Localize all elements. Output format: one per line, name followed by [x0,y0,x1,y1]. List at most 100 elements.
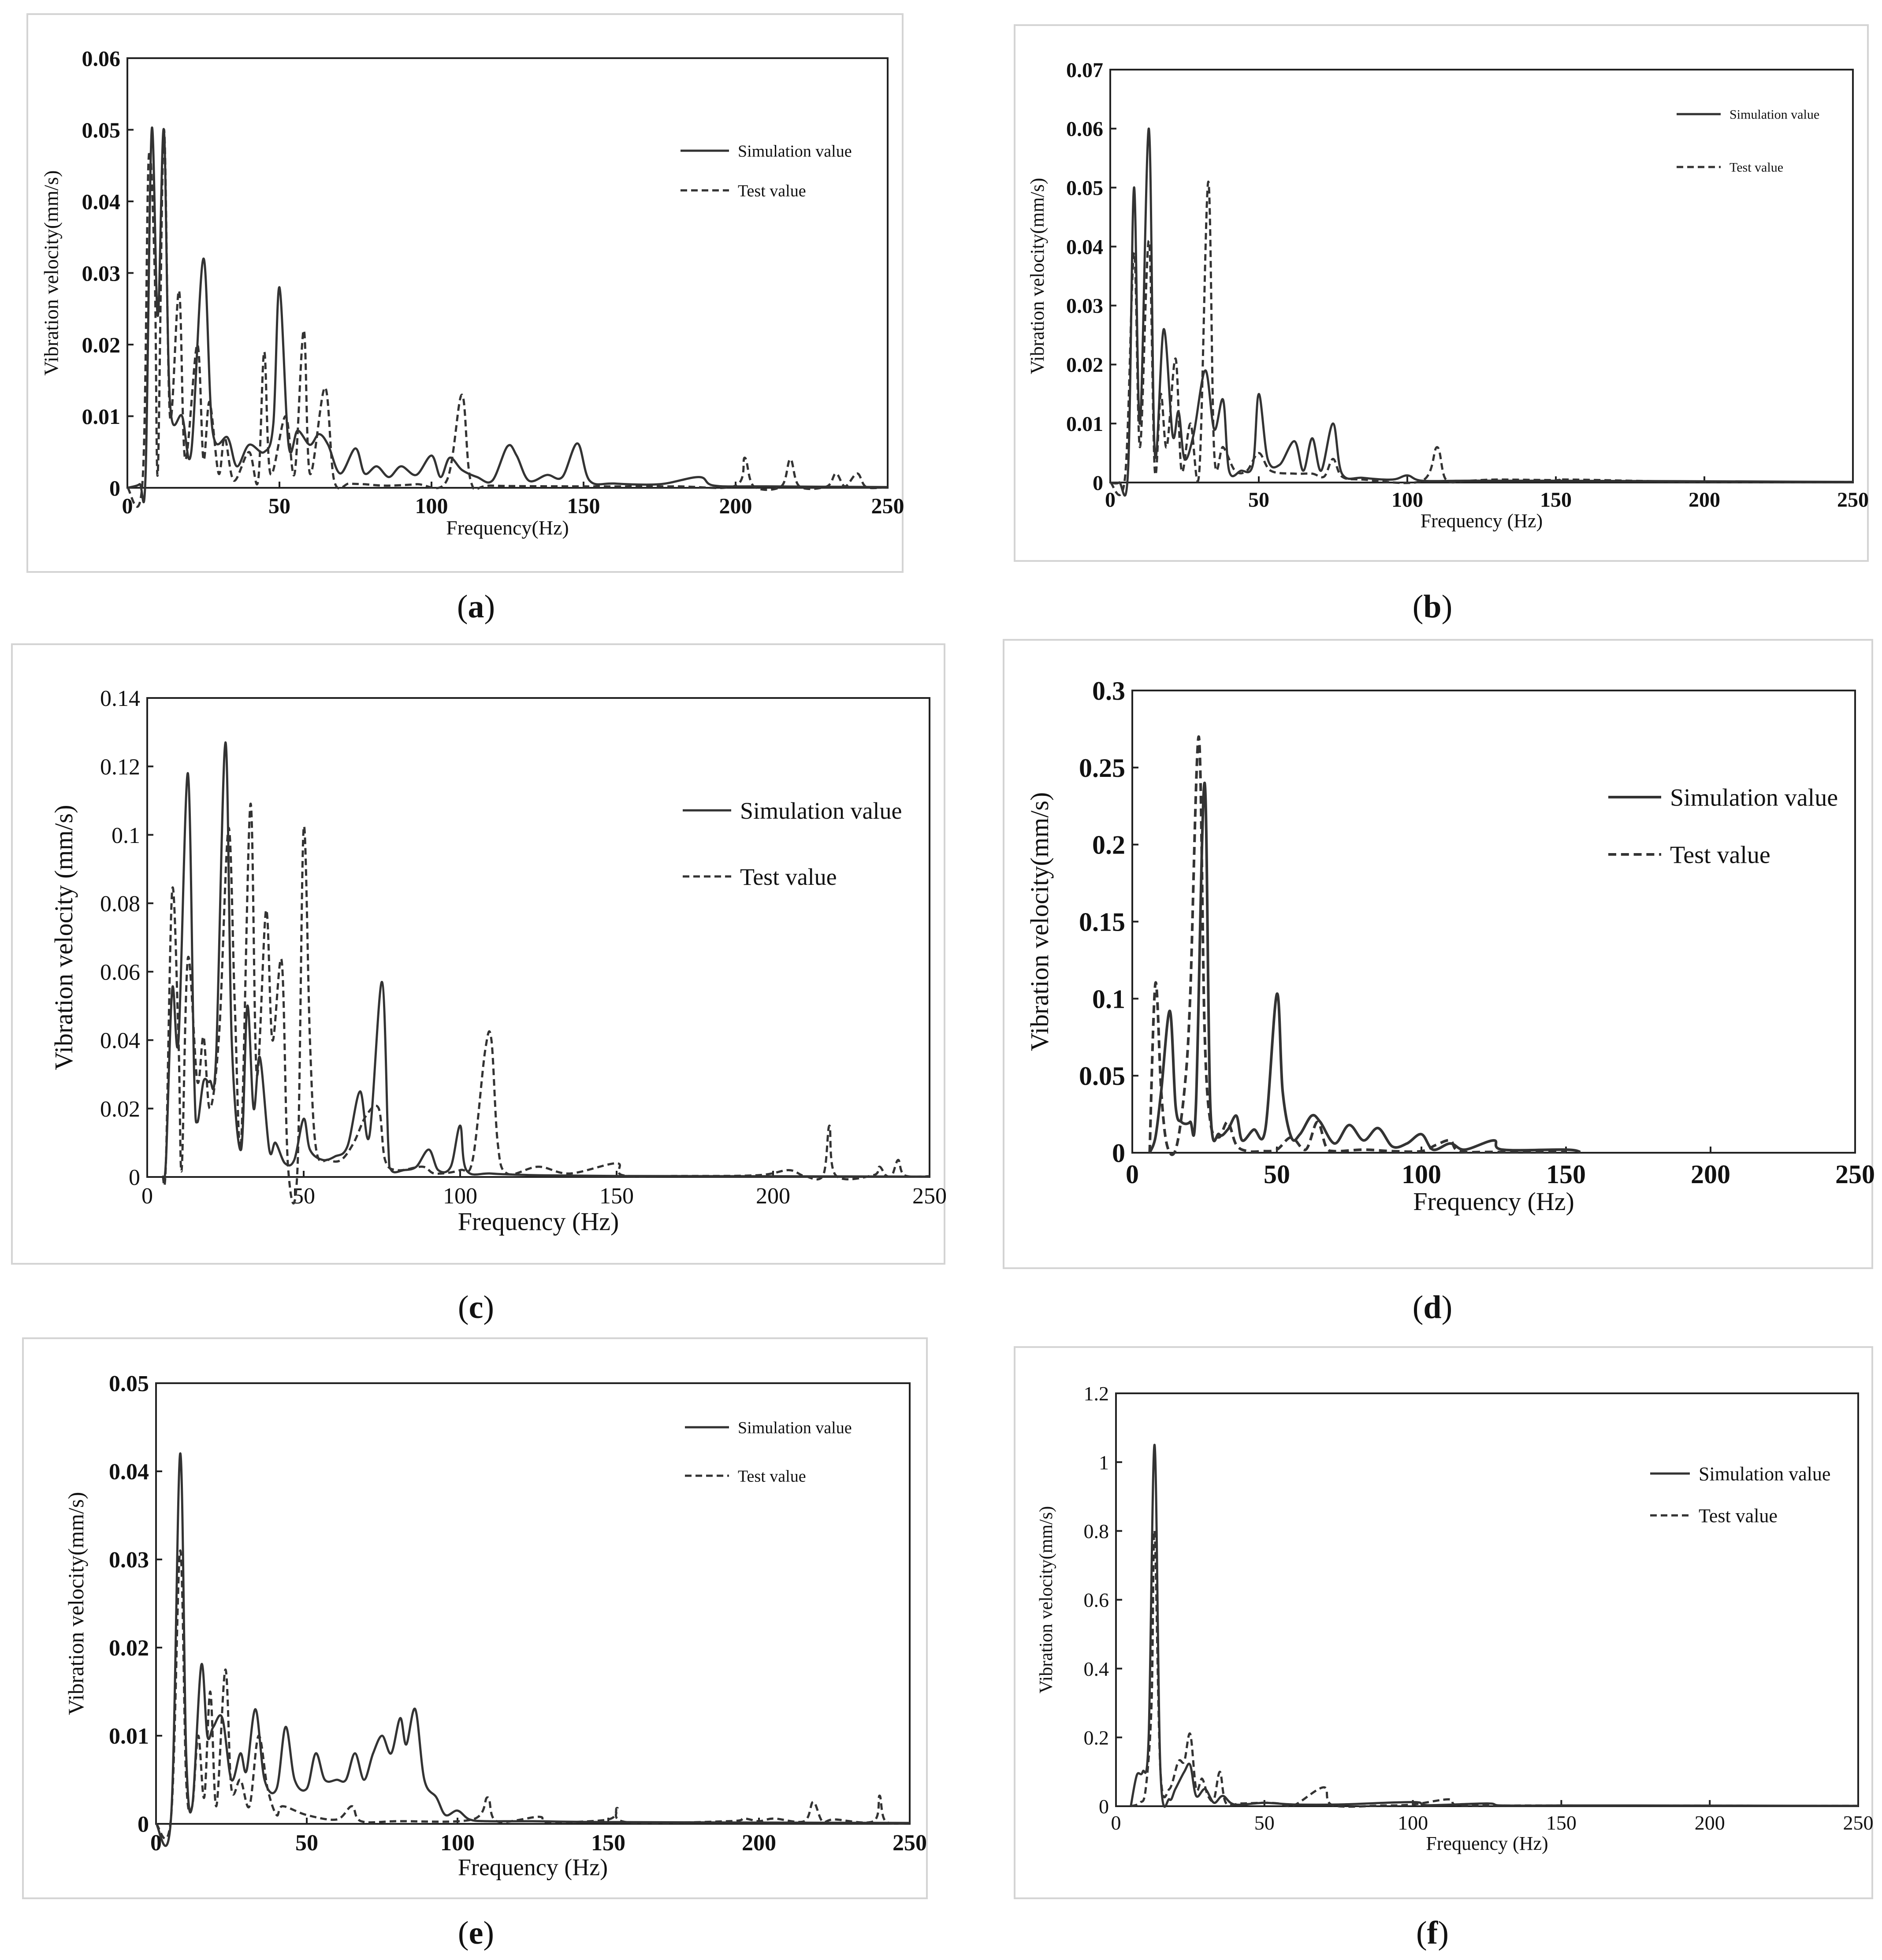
y-tick-label-a: 0.05 [82,118,121,142]
plot-frame-b [1109,69,1854,483]
simulation-value-line-b [1110,127,1853,497]
x-axis-label-a: Frequency(Hz) [446,516,569,539]
y-tick-label-f: 0.4 [1084,1658,1109,1680]
y-tick-label-c: 0.12 [100,754,140,780]
y-tick-label-d: 0.3 [1092,676,1125,705]
legend-label-c: Test value [740,864,837,890]
x-tick-label-f: 150 [1546,1812,1577,1834]
x-tick-label-f: 200 [1695,1812,1725,1834]
y-tick-label-c: 0.02 [100,1097,140,1122]
x-tick-label-b: 0 [1105,488,1116,512]
plot-frame-a [126,57,889,489]
y-tick-label-c: 0.08 [100,891,140,917]
y-tick-label-e: 0 [138,1812,149,1837]
y-tick-label-b: 0.01 [1066,412,1103,436]
y-tick-label-e: 0.01 [109,1724,149,1749]
y-tick-label-a: 0.06 [82,46,121,71]
chart-c-svg: 0 0.02 0.04 0.06 0.08 0.1 0.12 0.14 0 50 100 150 200… [49,686,947,1236]
legend-label-d: Test value [1670,842,1770,869]
y-tick-label-d: 0.2 [1092,831,1125,860]
y-tick-label-b: 0.05 [1066,177,1103,200]
x-tick-label-d: 50 [1264,1160,1290,1189]
y-tick-label-c: 0.1 [112,823,140,848]
x-tick-label-f: 100 [1398,1812,1428,1834]
y-axis-label-a: Vibration velocity(mm/s) [40,170,62,375]
y-axis-label-f: Vibration velocity(mm/s) [1036,1506,1056,1694]
caption-f: (f) [1416,1915,1449,1951]
x-tick-label-d: 150 [1546,1160,1586,1189]
caption-c: (c) [457,1289,495,1325]
x-tick-label-d: 0 [1126,1160,1139,1189]
chart-a-svg: 0 0.01 0.02 0.03 0.04 0.05 0.06 0 50 100 150 200 250… [40,46,904,539]
chart-f-svg: 0 0.2 0.4 0.6 0.8 1 1.2 0 50 100 150 200 250 Frequenc… [1036,1382,1874,1854]
x-tick-label-b: 250 [1837,488,1869,512]
x-tick-label-f: 0 [1111,1812,1121,1834]
y-axis-label-b: Vibration velocity(mm/s) [1027,178,1048,375]
simulation-value-line-e [155,1452,910,1847]
y-tick-label-d: 0.05 [1079,1062,1125,1091]
legend-label-a: Simulation value [738,142,852,160]
legend-label-f: Test value [1699,1505,1778,1526]
y-tick-label-a: 0 [109,476,120,501]
caption-d: (d) [1412,1289,1453,1325]
y-tick-label-c: 0 [129,1165,140,1190]
y-tick-label-a: 0.02 [82,333,121,357]
y-tick-label-a: 0.04 [82,189,121,214]
test-value-line-b [1109,180,1853,496]
x-tick-label-e: 150 [591,1830,625,1856]
y-tick-label-d: 0.1 [1092,984,1125,1013]
chart-b-svg: 0 0.01 0.02 0.03 0.04 0.05 0.06 0.07 0 50 100 150 20… [1027,59,1869,532]
x-axis-label-f: Frequency (Hz) [1426,1833,1548,1854]
y-tick-label-f: 0.8 [1084,1520,1109,1542]
x-tick-label-f: 50 [1254,1812,1275,1834]
chart-panel-d: 0 0.05 0.1 0.15 0.2 0.25 0.3 0 50 100 150 200 250 Fre… [1003,639,1875,1269]
x-tick-label-c: 100 [443,1184,477,1209]
x-tick-label-a: 100 [415,494,448,518]
x-axis-label-c: Frequency (Hz) [458,1207,619,1236]
x-tick-label-d: 100 [1402,1160,1441,1189]
chart-e-svg: 00.010.020.030.040.050 50 100 150 200 250Freq… [63,1371,927,1880]
legend-label-b: Simulation value [1730,108,1819,122]
legend-label-e: Simulation value [738,1418,852,1437]
x-tick-label-a: 0 [122,494,133,518]
x-tick-label-a: 200 [719,494,752,518]
y-tick-label-d: 0.15 [1079,908,1125,937]
y-tick-label-e: 0.02 [109,1636,149,1661]
y-tick-label-b: 0.04 [1066,235,1103,259]
x-tick-label-d: 200 [1691,1160,1730,1189]
caption-a: (a) [457,589,495,625]
x-tick-label-c: 250 [912,1184,947,1209]
y-tick-label-c: 0.04 [100,1028,140,1054]
legend-label-b: Test value [1730,160,1783,175]
chart-d-svg: 0 0.05 0.1 0.15 0.2 0.25 0.3 0 50 100 150 200 250 Fre… [1025,676,1875,1216]
simulation-value-line-f [1130,1444,1859,1808]
simulation-value-line-d [1148,781,1581,1154]
x-tick-label-a: 150 [567,494,600,518]
chart-panel-a: 0 0.01 0.02 0.03 0.04 0.05 0.06 0 50 100 150 200 250… [26,13,904,573]
y-tick-label-f: 0.6 [1084,1589,1109,1611]
y-tick-label-a: 0.01 [82,404,121,429]
x-tick-label-a: 50 [268,494,290,518]
legend-label-a: Test value [738,182,806,200]
x-tick-label-e: 50 [295,1830,318,1856]
legend-label-d: Simulation value [1670,784,1838,812]
legend-label-e: Test value [738,1467,806,1485]
test-value-line-a [126,128,888,508]
y-tick-label-f: 0.2 [1084,1726,1109,1749]
x-tick-label-b: 150 [1540,488,1572,512]
y-axis-label-c: Vibration velocity (mm/s) [49,805,78,1070]
y-tick-label-e: 0.05 [109,1371,149,1396]
x-axis-label-d: Frequency (Hz) [1413,1187,1574,1216]
x-tick-label-c: 150 [599,1184,634,1209]
chart-panel-e: 0 0.01 0.02 0.03 0.04 0.05 0 50 100 150 200 250 Freq… [22,1337,928,1899]
plot-frame-c [146,697,930,1178]
y-tick-label-d: 0 [1112,1139,1125,1168]
x-tick-label-c: 0 [141,1184,153,1209]
x-tick-label-a: 250 [871,494,904,518]
y-tick-label-f: 1.2 [1084,1382,1109,1405]
y-tick-label-c: 0.06 [100,960,140,985]
x-tick-label-f: 250 [1843,1812,1874,1834]
test-value-line-d [1148,735,1566,1156]
x-tick-label-b: 200 [1689,488,1720,512]
chart-panel-c: 0 0.02 0.04 0.06 0.08 0.1 0.12 0.14 0 50 100 150 200… [11,643,947,1265]
